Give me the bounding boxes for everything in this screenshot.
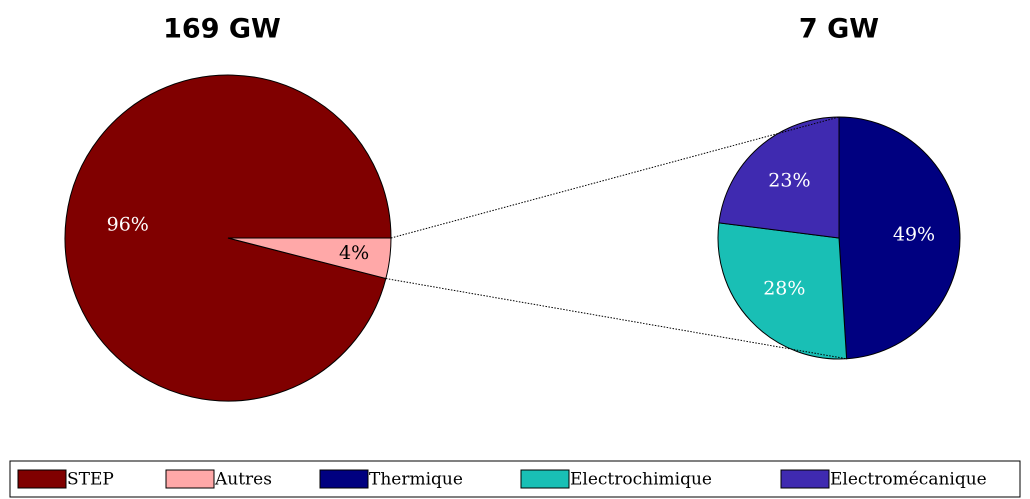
- legend-label: Electrochimique: [570, 470, 712, 490]
- legend-swatch: [319, 469, 369, 489]
- connector-line: [390, 116, 840, 239]
- legend-label: Thermique: [369, 470, 463, 490]
- pie-slice: [718, 116, 840, 239]
- data-label: 28%: [763, 277, 805, 299]
- data-label: 4%: [339, 242, 369, 264]
- pie-slice: [838, 116, 961, 360]
- data-label: 23%: [768, 170, 810, 192]
- legend-label: Electromécanique: [830, 470, 987, 490]
- legend-label: Autres: [214, 470, 272, 490]
- pie-slice: [717, 222, 848, 360]
- legend-label: STEP: [67, 470, 114, 490]
- chart-title: 169 GW: [163, 14, 281, 45]
- data-label: 49%: [893, 224, 935, 246]
- legend-swatch: [165, 469, 215, 489]
- legend-swatch: [17, 469, 67, 489]
- chart-title: 7 GW: [799, 14, 879, 45]
- legend-swatch: [780, 469, 830, 489]
- legend-swatch: [520, 469, 570, 489]
- data-label: 96%: [107, 213, 149, 235]
